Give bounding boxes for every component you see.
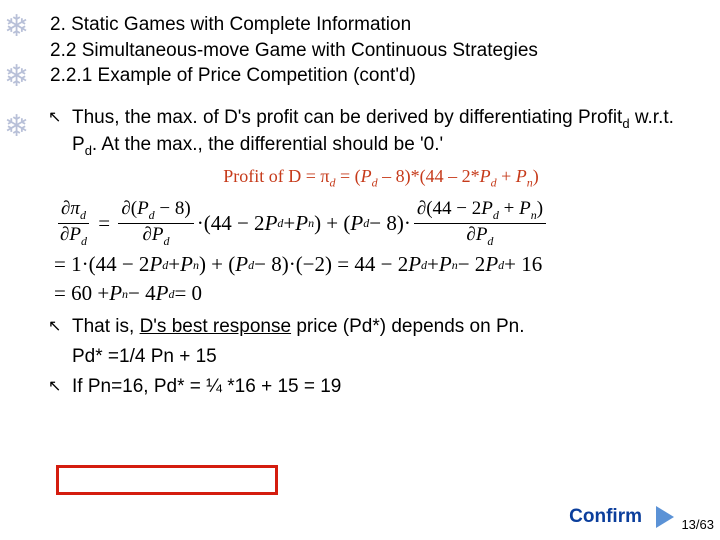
bullet-icon: ↖ [48,316,61,338]
confirm-button[interactable]: Confirm [569,506,642,528]
paragraph-1: ↖ Thus, the max. of D's profit can be de… [72,105,690,160]
math-line-2: = 1·(44 − 2Pd + Pn) + (Pd − 8)·(−2) = 44… [54,254,690,275]
math-line-1: ∂πd∂Pd = ∂(Pd − 8)∂Pd ·(44 − 2Pd + Pn) +… [54,198,690,248]
header-line-2: 2.2 Simultaneous-move Game with Continuo… [50,38,700,64]
highlight-box [56,465,278,495]
paragraph-4: ↖ If Pn=16, Pd* = ¼ *16 + 15 = 19 [72,374,690,400]
underlined-phrase: D's best response [140,316,291,337]
header-line-3: 2.2.1 Example of Price Competition (cont… [50,63,700,89]
derivation-math: ∂πd∂Pd = ∂(Pd − 8)∂Pd ·(44 − 2Pd + Pn) +… [54,198,690,304]
paragraph-2: ↖ That is, D's best response price (Pd*)… [72,314,690,340]
bullet-icon: ↖ [48,376,61,398]
next-arrow-icon[interactable] [656,506,674,528]
bullet-icon: ↖ [48,107,61,129]
page-counter: 13/63 [681,517,714,532]
main-content: ↖ Thus, the max. of D's profit can be de… [0,95,720,304]
header-line-1: 2. Static Games with Complete Informatio… [50,12,700,38]
math-line-3: = 60 + Pn − 4Pd = 0 [54,283,690,304]
profit-equation: Profit of D = πd = (Pd – 8)*(44 – 2*Pd +… [72,166,690,191]
slide-header: 2. Static Games with Complete Informatio… [0,0,720,95]
paragraph-3: Pd* =1/4 Pn + 15 [72,344,690,370]
conclusion-block: ↖ That is, D's best response price (Pd*)… [0,310,720,399]
